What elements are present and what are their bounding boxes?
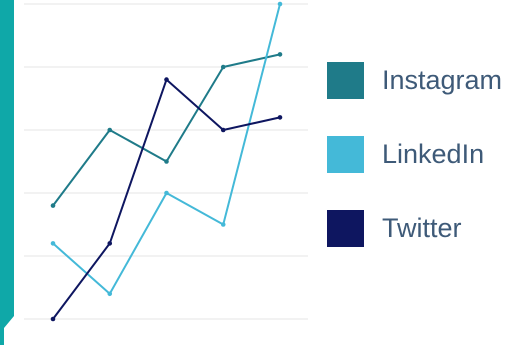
data-point-instagram-0: [50, 203, 56, 208]
accent-bar: [0, 0, 14, 345]
legend-label: Twitter: [382, 213, 462, 243]
data-point-instagram-2: [164, 159, 169, 164]
legend-item-linkedin: LinkedIn: [327, 136, 527, 173]
data-point-instagram-4: [277, 52, 283, 57]
series-line-twitter: [52, 78, 281, 320]
data-point-twitter-2: [164, 77, 169, 82]
data-point-linkedin-3: [220, 222, 226, 227]
legend-swatch: [327, 136, 364, 173]
legend-swatch: [327, 62, 364, 99]
legend-item-instagram: Instagram: [327, 62, 527, 99]
data-point-linkedin-2: [164, 190, 169, 196]
data-point-twitter-3: [220, 127, 226, 133]
data-point-twitter-1: [107, 241, 113, 246]
data-point-instagram-3: [220, 64, 226, 70]
legend-swatch: [327, 210, 364, 247]
data-point-linkedin-0: [50, 241, 56, 246]
legend-item-twitter: Twitter: [327, 210, 527, 247]
series-line-linkedin: [52, 3, 281, 295]
legend-label: Instagram: [382, 65, 503, 95]
legend-label: LinkedIn: [382, 139, 485, 169]
chart-legend: Instagram LinkedIn Twitter: [327, 62, 527, 247]
data-point-twitter-4: [277, 115, 283, 120]
data-point-linkedin-1: [107, 291, 113, 297]
data-point-twitter-0: [50, 316, 56, 322]
data-point-instagram-1: [107, 127, 113, 133]
data-point-linkedin-4: [277, 1, 283, 7]
